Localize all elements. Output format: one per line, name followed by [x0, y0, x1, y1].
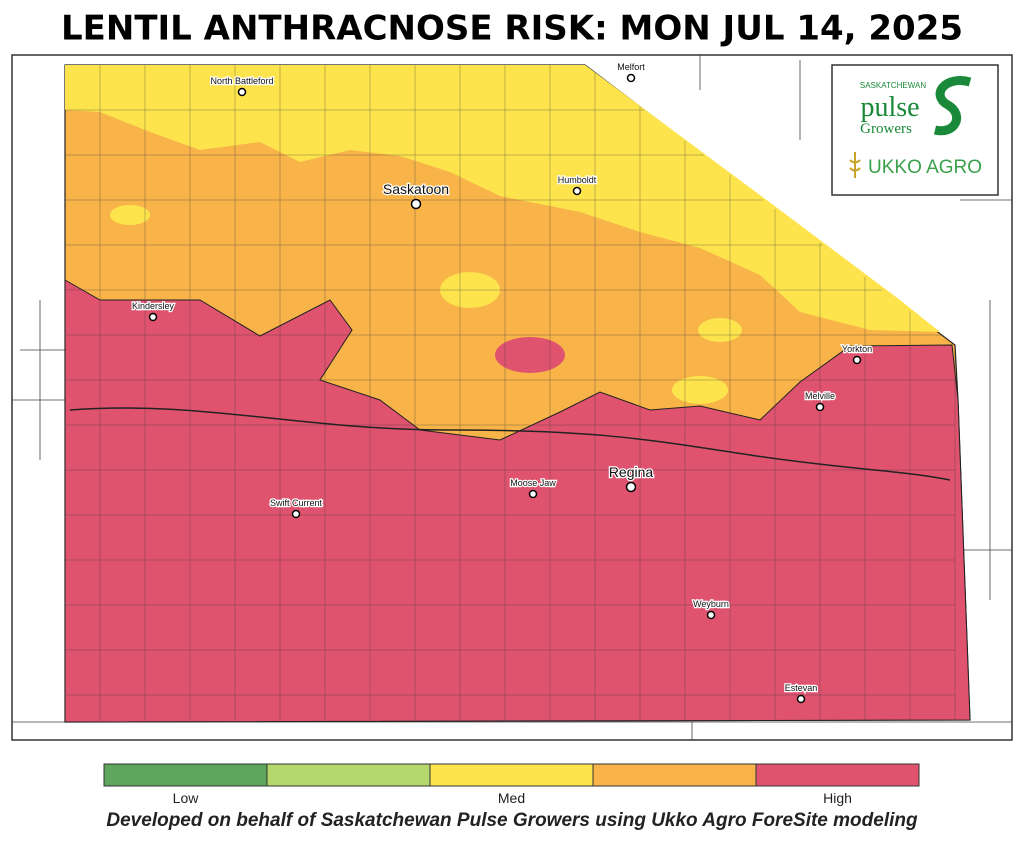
city-label: North Battleford — [210, 76, 273, 86]
legend: Low Med High — [103, 763, 920, 806]
legend-swatch — [266, 763, 431, 787]
city-label: Weyburn — [693, 599, 729, 609]
med-patch — [592, 118, 628, 142]
city-dot — [625, 481, 637, 493]
legend-swatch — [429, 763, 594, 787]
med-patch — [110, 205, 150, 225]
legend-swatch — [103, 763, 268, 787]
city-label: Kindersley — [132, 301, 175, 311]
med-patch — [698, 318, 742, 342]
logo-text: UKKO AGRO — [868, 157, 982, 178]
city-label: Moose Jaw — [510, 478, 556, 488]
city-label: Swift Current — [270, 498, 323, 508]
city-label: Humboldt — [558, 175, 597, 185]
river — [69, 407, 951, 481]
city-dot — [528, 489, 538, 499]
cities: North Battleford Melfort Saskatoon Humboldt… — [131, 61, 873, 704]
city-label: Regina — [609, 464, 654, 480]
city-label: Melfort — [617, 62, 645, 72]
city-dot — [815, 402, 825, 412]
title: LENTIL ANTHRACNOSE RISK: MON JUL 14, 202… — [61, 9, 963, 49]
logo-icon — [849, 152, 861, 178]
neighbor-borders — [12, 55, 1012, 740]
legend-label: Med — [498, 790, 525, 806]
city-dot — [626, 73, 636, 83]
city-label: Estevan — [785, 683, 818, 693]
city-label: Yorkton — [842, 344, 872, 354]
footer: Developed on behalf of Saskatchewan Puls… — [106, 810, 918, 831]
logo-text: Growers — [860, 121, 912, 137]
city-label: Melville — [805, 391, 835, 401]
logo-text: pulse — [860, 92, 919, 123]
city-dot — [148, 312, 158, 322]
city-dot — [410, 198, 422, 210]
logo-box — [831, 64, 999, 196]
logo-icon — [933, 76, 972, 136]
risk-regions — [64, 64, 971, 723]
city-label: Saskatoon — [383, 181, 449, 197]
med-region — [65, 65, 940, 332]
city-dot — [572, 186, 582, 196]
high-patch — [495, 337, 565, 373]
city-dot — [796, 694, 806, 704]
legend-label: Low — [173, 790, 200, 806]
logo-text: SASKATCHEWAN — [860, 81, 926, 90]
city-dot — [852, 355, 862, 365]
legend-swatch — [755, 763, 920, 787]
rm-borders — [65, 65, 956, 720]
city-dot — [291, 509, 301, 519]
city-dot — [237, 87, 247, 97]
city-dot — [706, 610, 716, 620]
legend-label: High — [823, 790, 852, 806]
med-patch — [672, 376, 728, 404]
legend-swatch — [592, 763, 757, 787]
